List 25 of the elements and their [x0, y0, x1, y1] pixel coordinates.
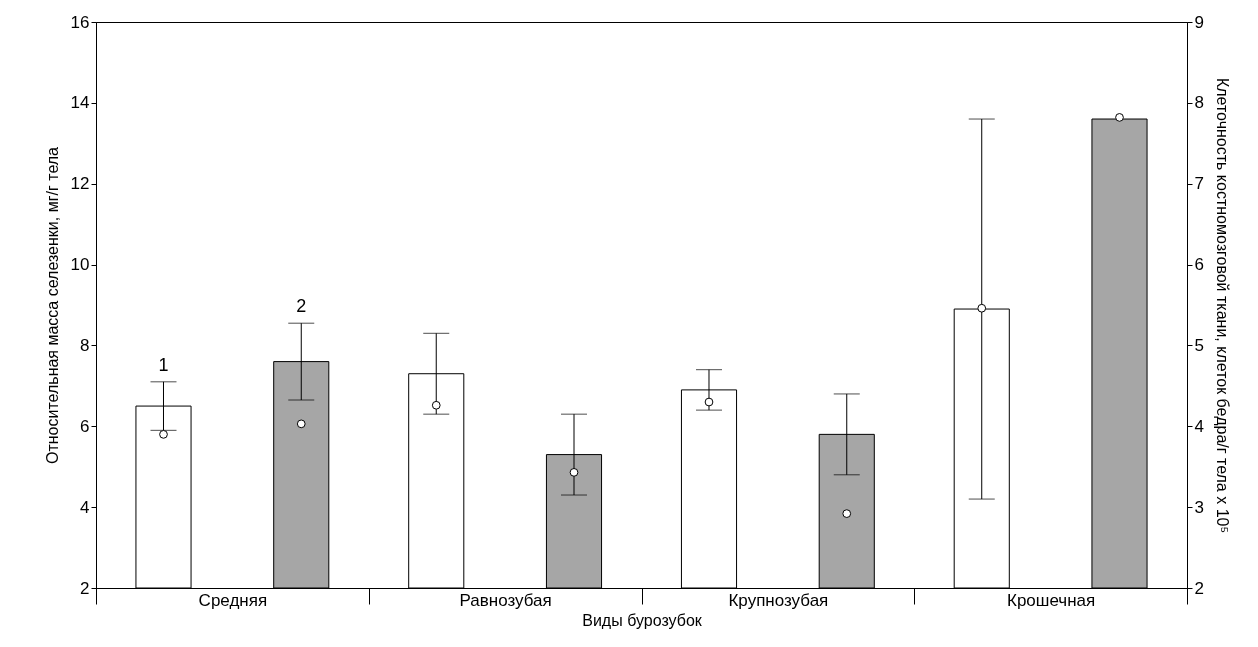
- x-tick-label: Равнозубая: [459, 590, 552, 610]
- x-tick-label: Крупнозубая: [728, 590, 829, 610]
- y-tick-label: 8: [80, 335, 90, 355]
- y-tick-label: 10: [70, 255, 90, 275]
- y2-tick-label: 9: [1194, 12, 1204, 32]
- y-tick-label: 2: [80, 578, 90, 598]
- y2-tick-label: 4: [1194, 416, 1204, 436]
- y2-tick-label: 8: [1194, 93, 1204, 113]
- y2-tick-label: 6: [1194, 255, 1204, 275]
- y2-axis-title: Клеточность костномозговой ткани, клеток бедра/г тела x 10⁵: [1213, 77, 1231, 534]
- y-tick-label: 4: [80, 497, 90, 517]
- y2-tick-label: 5: [1194, 335, 1204, 355]
- series-label: 1: [158, 354, 169, 375]
- x-axis-title: Виды бурозубок: [582, 611, 703, 629]
- y2-tick-label: 2: [1194, 578, 1204, 598]
- y-axis-title: Относительная масса селезенки, мг/г тела: [43, 146, 61, 464]
- x-tick-label: Средняя: [198, 590, 268, 610]
- y2-tick-label: 3: [1194, 497, 1204, 517]
- y-tick-label: 14: [70, 93, 90, 113]
- y-tick-label: 16: [70, 12, 90, 32]
- text: 2: [296, 296, 307, 317]
- x-tick-label: Крошечная: [1007, 590, 1096, 610]
- y-tick-label: 6: [80, 416, 90, 436]
- y2-tick-label: 7: [1194, 174, 1204, 194]
- y-tick-label: 12: [70, 174, 90, 194]
